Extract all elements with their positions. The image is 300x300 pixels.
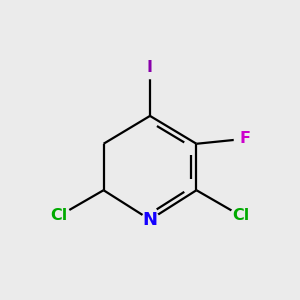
- Text: Cl: Cl: [232, 208, 250, 224]
- Text: N: N: [142, 211, 158, 229]
- Text: F: F: [239, 131, 250, 146]
- Text: Cl: Cl: [50, 208, 68, 224]
- Text: I: I: [147, 60, 153, 75]
